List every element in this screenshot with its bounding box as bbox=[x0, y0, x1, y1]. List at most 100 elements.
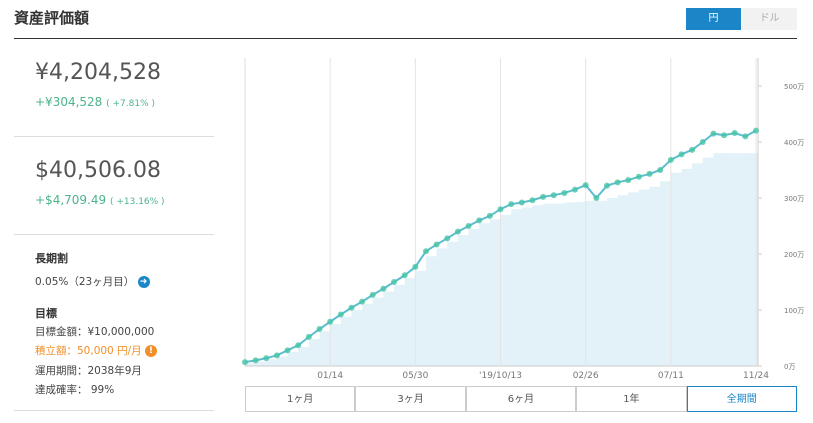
value-marker bbox=[710, 130, 717, 137]
y-tick-label: 0万 bbox=[784, 363, 795, 371]
contribution-step bbox=[713, 153, 725, 366]
value-marker bbox=[561, 189, 568, 196]
value-marker bbox=[263, 355, 270, 362]
value-marker bbox=[284, 347, 291, 354]
value-marker bbox=[465, 223, 472, 229]
jpy-change-pct: ( +7.81% ) bbox=[106, 99, 156, 109]
value-marker bbox=[742, 133, 749, 140]
contribution-step bbox=[308, 339, 321, 366]
value-marker bbox=[391, 279, 398, 285]
contribution-step bbox=[500, 214, 512, 366]
discount-text: 0.05%（23ヶ月目） bbox=[35, 276, 135, 288]
period-button[interactable]: 6ヶ月 bbox=[465, 386, 577, 412]
value-marker bbox=[540, 193, 547, 200]
value-marker bbox=[295, 342, 302, 349]
contribution-step bbox=[266, 359, 278, 366]
x-tick-label: '19/10/13 bbox=[479, 371, 522, 381]
value-marker bbox=[518, 199, 525, 206]
x-tick-label: 02/26 bbox=[573, 371, 599, 381]
value-marker bbox=[731, 130, 738, 137]
usd-value: $40,506.08 bbox=[35, 158, 161, 183]
contribution-step bbox=[415, 270, 427, 366]
jpy-change-amount: +¥304,528 bbox=[35, 95, 103, 109]
period-button[interactable]: 3ヶ月 bbox=[355, 386, 466, 412]
value-marker bbox=[529, 197, 536, 204]
contribution-step bbox=[340, 316, 352, 366]
contribution-step bbox=[724, 153, 736, 366]
contribution-step bbox=[660, 181, 672, 366]
contribution-step bbox=[372, 297, 384, 366]
goal-probability: 達成確率： 99% bbox=[35, 384, 115, 396]
page-title: 資産評価額 bbox=[14, 9, 90, 27]
value-marker bbox=[625, 177, 632, 184]
value-marker bbox=[273, 352, 280, 359]
value-marker bbox=[753, 127, 759, 134]
contribution-step bbox=[298, 346, 310, 366]
value-marker bbox=[635, 173, 642, 180]
contribution-step bbox=[564, 202, 576, 366]
contribution-step bbox=[681, 168, 693, 366]
value-marker bbox=[242, 359, 248, 366]
period-button[interactable]: 全期間 bbox=[686, 386, 797, 412]
contribution-step bbox=[394, 284, 406, 366]
contribution-step bbox=[425, 256, 438, 366]
value-marker bbox=[252, 357, 259, 364]
value-marker bbox=[646, 170, 653, 177]
header-rule bbox=[14, 38, 797, 39]
contribution-step bbox=[479, 223, 491, 366]
goal-amount: 目標金額：¥10,000,000 bbox=[35, 326, 155, 338]
contribution-step bbox=[532, 205, 544, 366]
y-tick-label: 500万 bbox=[784, 83, 804, 91]
period-button[interactable]: 1ヶ月 bbox=[245, 386, 356, 412]
contribution-step bbox=[383, 291, 395, 366]
contribution-step bbox=[745, 153, 757, 366]
contribution-step bbox=[585, 200, 597, 366]
currency-yen[interactable]: 円 bbox=[686, 8, 741, 30]
contribution-step bbox=[468, 228, 480, 366]
value-marker bbox=[444, 235, 451, 242]
value-marker bbox=[327, 318, 334, 325]
contribution-step bbox=[617, 195, 629, 366]
contribution-step bbox=[606, 198, 619, 366]
goal-period: 運用期間：2038年9月 bbox=[35, 365, 142, 377]
contribution-step bbox=[287, 352, 299, 366]
value-marker bbox=[422, 248, 429, 255]
usd-change: +$4,709.49 ( +13.16% ) bbox=[35, 193, 165, 207]
value-marker bbox=[603, 182, 610, 189]
contribution-step bbox=[734, 153, 746, 366]
contribution-step bbox=[436, 248, 448, 366]
value-marker bbox=[476, 217, 483, 224]
goal-label: 目標 bbox=[35, 307, 57, 320]
value-marker bbox=[380, 285, 387, 292]
usd-change-amount: +$4,709.49 bbox=[35, 193, 107, 207]
period-button[interactable]: 1年 bbox=[576, 386, 687, 412]
value-marker bbox=[497, 206, 504, 213]
currency-dollar[interactable]: ドル bbox=[742, 8, 797, 30]
contribution-step bbox=[553, 203, 565, 366]
value-marker bbox=[337, 311, 344, 318]
value-marker bbox=[657, 167, 664, 173]
value-marker bbox=[369, 291, 376, 298]
contribution-step bbox=[404, 278, 416, 366]
contribution-step bbox=[330, 324, 342, 366]
x-tick-label: 07/11 bbox=[658, 371, 684, 381]
value-marker bbox=[689, 146, 696, 153]
info-arrow[interactable]: ➜ bbox=[137, 276, 150, 288]
jpy-change: +¥304,528 ( +7.81% ) bbox=[35, 95, 155, 109]
contribution-step bbox=[670, 172, 682, 366]
value-marker bbox=[486, 212, 493, 219]
warning-icon[interactable]: ! bbox=[144, 345, 157, 357]
goal-monthly: 積立額：50,000 円/月 ! bbox=[35, 343, 157, 358]
value-marker bbox=[550, 192, 557, 199]
value-marker bbox=[412, 263, 419, 270]
y-tick-label: 100万 bbox=[784, 307, 804, 315]
value-marker bbox=[359, 298, 366, 305]
contribution-step bbox=[638, 189, 651, 366]
contribution-step bbox=[756, 153, 759, 366]
goal-monthly-text: 積立額：50,000 円/月 bbox=[35, 345, 142, 357]
contribution-step bbox=[319, 331, 331, 366]
chart: 01/14 05/30 '19/10/13 02/26 07/11 11/24 0万 100万… bbox=[242, 58, 804, 381]
x-tick-label: 05/30 bbox=[402, 371, 428, 381]
contribution-step bbox=[628, 192, 640, 366]
